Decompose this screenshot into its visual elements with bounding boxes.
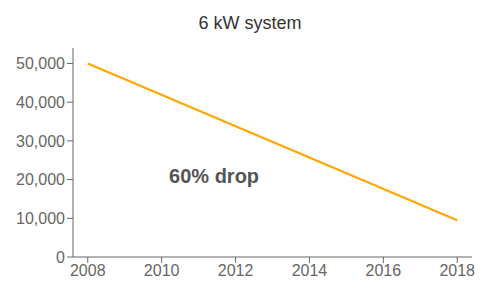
svg-text:10,000: 10,000 bbox=[16, 210, 65, 227]
svg-text:0: 0 bbox=[56, 249, 65, 266]
svg-text:2016: 2016 bbox=[366, 262, 402, 279]
svg-text:2014: 2014 bbox=[292, 262, 328, 279]
svg-text:50,000: 50,000 bbox=[16, 55, 65, 72]
svg-text:2008: 2008 bbox=[70, 262, 106, 279]
svg-text:2012: 2012 bbox=[218, 262, 254, 279]
svg-text:2018: 2018 bbox=[439, 262, 475, 279]
svg-text:60% drop: 60% drop bbox=[169, 165, 259, 187]
svg-text:40,000: 40,000 bbox=[16, 94, 65, 111]
svg-text:2010: 2010 bbox=[144, 262, 180, 279]
svg-text:20,000: 20,000 bbox=[16, 171, 65, 188]
html-text:6 kW system: 6 kW system bbox=[198, 13, 302, 33]
svg-text:30,000: 30,000 bbox=[16, 133, 65, 150]
